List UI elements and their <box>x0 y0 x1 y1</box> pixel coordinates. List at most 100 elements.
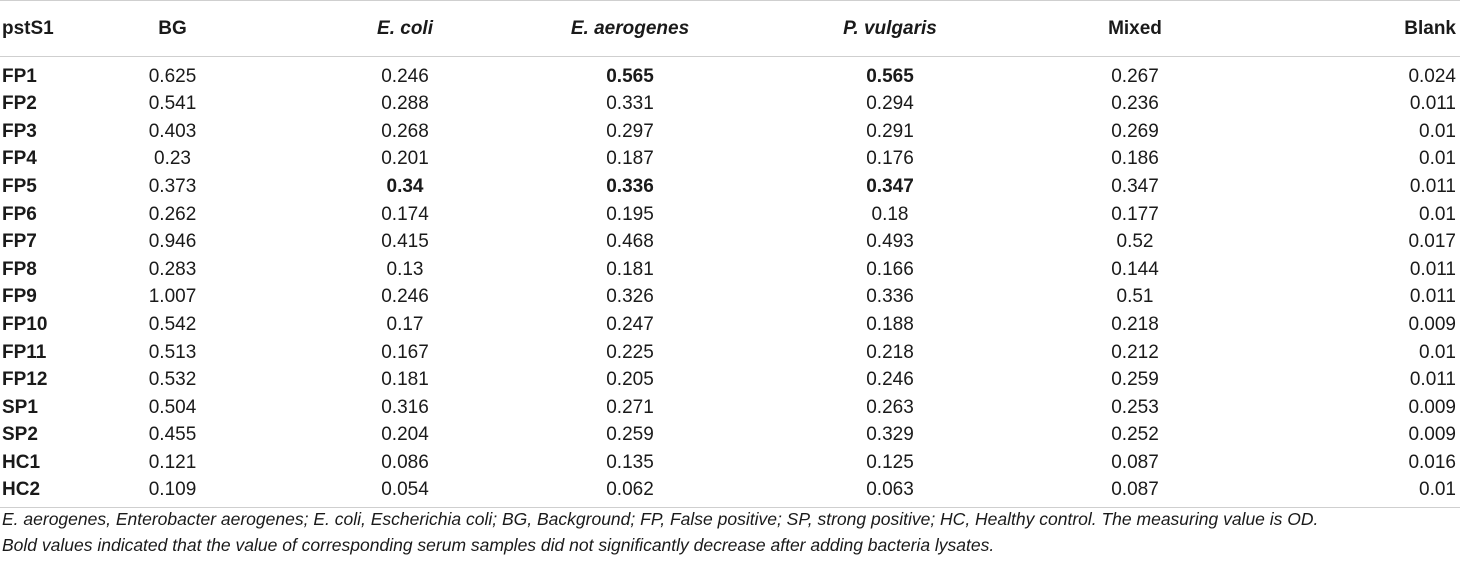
row-label: FP7 <box>2 231 37 253</box>
cell-bg: 1.007 <box>148 286 197 308</box>
cell-blank: 0.011 <box>1409 93 1456 115</box>
table-footnote: E. aerogenes, Enterobacter aerogenes; E.… <box>2 506 1452 558</box>
cell-mixed: 0.269 <box>1111 120 1159 142</box>
table-row: FP12 0.532 0.181 0.205 0.246 0.259 0.011 <box>0 366 1460 394</box>
header-col-p-vulgaris: P. vulgaris <box>775 0 1045 57</box>
cell-bg: 0.541 <box>148 93 197 115</box>
row-label: FP5 <box>2 176 37 198</box>
row-label: HC1 <box>2 452 41 474</box>
cell-mixed: 0.236 <box>1111 93 1159 115</box>
cell-bg: 0.283 <box>148 258 197 280</box>
cell-e-aerogenes: 0.062 <box>515 476 775 509</box>
cell-blank: 0.009 <box>1408 314 1456 336</box>
cell-p-vulgaris: 0.218 <box>866 341 914 363</box>
table-row: FP4 0.23 0.201 0.187 0.176 0.186 0.01 <box>0 145 1460 173</box>
cell-e-coli: 0.086 <box>381 452 429 474</box>
cell-e-coli: 0.415 <box>381 231 429 253</box>
cell-mixed: 0.252 <box>1111 424 1159 446</box>
cell-e-aerogenes: 0.259 <box>606 424 654 446</box>
cell-mixed: 0.144 <box>1111 258 1159 280</box>
cell-blank: 0.016 <box>1408 452 1456 474</box>
cell-bg: 0.542 <box>148 314 197 336</box>
cell-e-coli: 0.17 <box>386 314 424 336</box>
table-row: SP2 0.455 0.204 0.259 0.329 0.252 0.009 <box>0 421 1460 449</box>
cell-mixed: 0.259 <box>1111 369 1159 391</box>
row-label: FP1 <box>2 66 37 87</box>
cell-e-aerogenes: 0.225 <box>606 341 654 363</box>
row-label: FP6 <box>2 203 37 225</box>
cell-p-vulgaris: 0.063 <box>775 476 1045 509</box>
cell-mixed: 0.186 <box>1111 148 1159 170</box>
cell-bg: 0.455 <box>148 424 197 446</box>
cell-p-vulgaris: 0.291 <box>866 120 914 142</box>
cell-bg: 0.532 <box>148 369 197 391</box>
cell-blank: 0.017 <box>1408 231 1456 253</box>
table-row: HC2 0.109 0.054 0.062 0.063 0.087 0.01 <box>0 476 1460 509</box>
cell-mixed: 0.177 <box>1111 203 1159 225</box>
cell-blank: 0.01 <box>1419 341 1456 363</box>
cell-bg: 0.121 <box>148 452 197 474</box>
cell-mixed: 0.52 <box>1116 231 1154 253</box>
table-row: FP2 0.541 0.288 0.331 0.294 0.236 0.011 <box>0 90 1460 118</box>
cell-p-vulgaris: 0.294 <box>866 93 914 115</box>
cell-blank: 0.01 <box>1419 148 1456 170</box>
cell-blank: 0.009 <box>1408 424 1456 446</box>
cell-e-coli: 0.246 <box>381 286 429 308</box>
row-label: FP3 <box>2 120 37 142</box>
cell-mixed: 0.087 <box>1111 452 1159 474</box>
cell-e-aerogenes: 0.195 <box>606 203 654 225</box>
cell-bg: 0.109 <box>110 476 275 509</box>
cell-e-coli: 0.204 <box>381 424 429 446</box>
cell-mixed: 0.347 <box>1111 176 1159 198</box>
cell-p-vulgaris: 0.565 <box>866 66 914 87</box>
cell-e-aerogenes: 0.135 <box>606 452 654 474</box>
header-row: pstS1 BG E. coli E. aerogenes P. vulgari… <box>0 0 1460 57</box>
table-row: FP9 1.007 0.246 0.326 0.336 0.51 0.011 <box>0 283 1460 311</box>
cell-e-coli: 0.174 <box>381 203 429 225</box>
cell-e-coli: 0.34 <box>386 176 424 198</box>
cell-p-vulgaris: 0.18 <box>871 203 909 225</box>
cell-e-coli: 0.316 <box>381 396 429 418</box>
cell-blank: 0.011 <box>1409 369 1456 391</box>
cell-e-coli: 0.13 <box>386 258 424 280</box>
cell-p-vulgaris: 0.166 <box>866 258 914 280</box>
cell-p-vulgaris: 0.188 <box>866 314 914 336</box>
cell-e-coli: 0.201 <box>381 148 429 170</box>
cell-blank: 0.011 <box>1409 258 1456 280</box>
cell-bg: 0.513 <box>148 341 197 363</box>
row-label: SP2 <box>2 424 38 446</box>
cell-mixed: 0.087 <box>1045 476 1260 509</box>
cell-p-vulgaris: 0.176 <box>866 148 914 170</box>
cell-e-aerogenes: 0.181 <box>606 258 654 280</box>
cell-e-coli: 0.288 <box>381 93 429 115</box>
cell-bg: 0.625 <box>148 66 197 87</box>
cell-blank: 0.011 <box>1409 176 1456 198</box>
cell-e-coli: 0.246 <box>381 66 429 87</box>
cell-p-vulgaris: 0.329 <box>866 424 914 446</box>
cell-e-aerogenes: 0.331 <box>606 93 654 115</box>
row-label: FP9 <box>2 286 37 308</box>
cell-bg: 0.23 <box>154 148 191 170</box>
cell-e-coli: 0.054 <box>275 476 515 509</box>
row-label: FP10 <box>2 314 48 336</box>
cell-e-coli: 0.167 <box>381 341 429 363</box>
cell-e-aerogenes: 0.468 <box>606 231 654 253</box>
table-row: SP1 0.504 0.316 0.271 0.263 0.253 0.009 <box>0 394 1460 422</box>
cell-e-aerogenes: 0.271 <box>606 396 654 418</box>
row-label: FP12 <box>2 369 48 391</box>
cell-e-aerogenes: 0.297 <box>606 120 654 142</box>
table-row: HC1 0.121 0.086 0.135 0.125 0.087 0.016 <box>0 449 1460 477</box>
cell-p-vulgaris: 0.493 <box>866 231 914 253</box>
cell-e-coli: 0.268 <box>381 120 429 142</box>
header-row-label: pstS1 <box>0 0 110 57</box>
cell-bg: 0.946 <box>148 231 197 253</box>
od-values-table: pstS1 BG E. coli E. aerogenes P. vulgari… <box>0 0 1460 509</box>
cell-e-aerogenes: 0.187 <box>606 148 654 170</box>
cell-blank: 0.011 <box>1409 286 1456 308</box>
table-row: FP3 0.403 0.268 0.297 0.291 0.269 0.01 <box>0 118 1460 146</box>
cell-bg: 0.403 <box>148 120 197 142</box>
cell-blank: 0.01 <box>1260 476 1460 509</box>
cell-e-aerogenes: 0.565 <box>606 66 654 87</box>
cell-p-vulgaris: 0.125 <box>866 452 914 474</box>
cell-mixed: 0.218 <box>1111 314 1159 336</box>
